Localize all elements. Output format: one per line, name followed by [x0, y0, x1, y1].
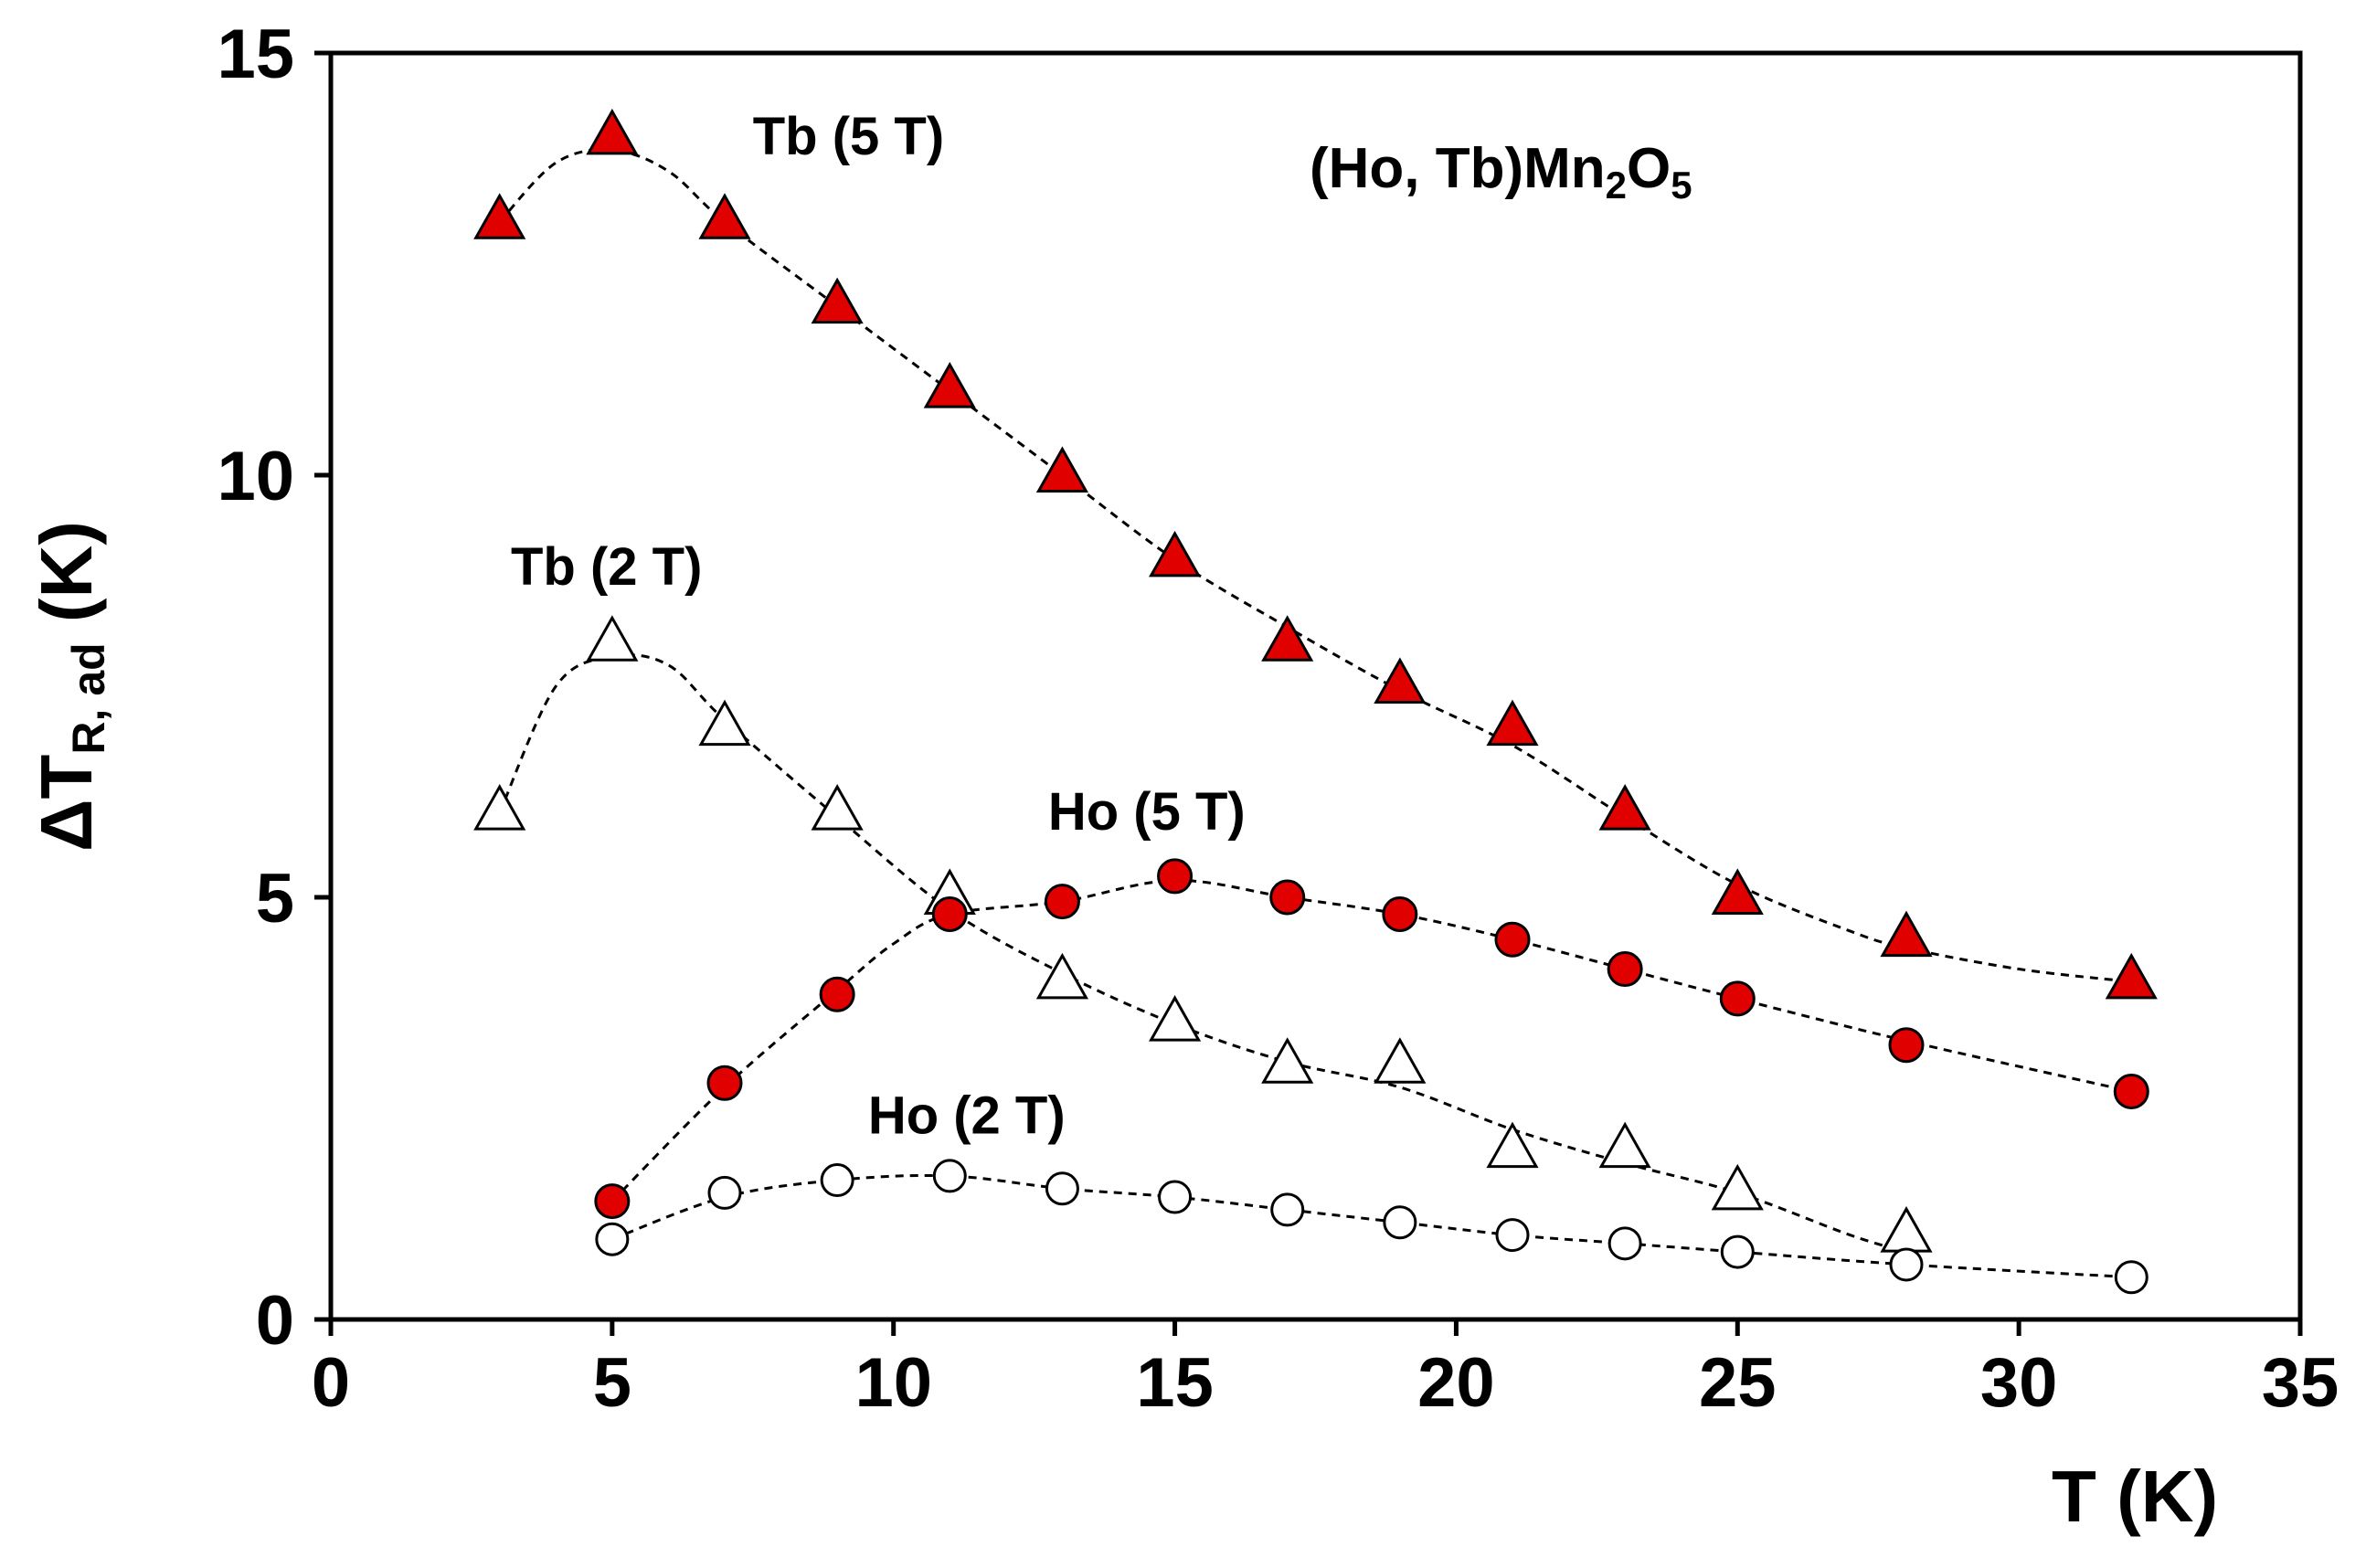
- data-point-ho-5-t: [1157, 858, 1194, 895]
- data-point-tb-2-t: [1486, 1121, 1539, 1169]
- data-point-ho-2-t: [932, 1159, 967, 1193]
- data-point-tb-5-t: [2105, 952, 2158, 1000]
- data-point-tb-5-t: [1486, 699, 1539, 747]
- x-tick-label: 5: [593, 1344, 631, 1422]
- data-point-ho-5-t: [931, 895, 968, 932]
- data-point-tb-5-t: [1711, 868, 1764, 915]
- y-axis-ticks: 0 5 10 15: [217, 16, 331, 1360]
- fit-curves: [498, 148, 2132, 1279]
- data-point-tb-5-t: [698, 193, 751, 239]
- x-tick-label: 30: [1980, 1344, 2058, 1422]
- data-point-tb-5-t: [586, 108, 639, 155]
- data-point-ho-2-t: [1383, 1205, 1417, 1240]
- x-tick-label: 15: [1136, 1344, 1214, 1422]
- data-point-ho-2-t: [1158, 1180, 1193, 1214]
- data-point-tb-2-t: [698, 699, 751, 747]
- series-label-tb-5-t: Tb (5 T): [753, 107, 944, 166]
- data-point-ho-5-t: [594, 1183, 631, 1220]
- x-tick-label: 35: [2262, 1344, 2339, 1422]
- data-point-ho-5-t: [819, 976, 855, 1012]
- data-point-ho-5-t: [1719, 980, 1756, 1017]
- data-point-ho-2-t: [595, 1222, 630, 1256]
- data-point-ho-2-t: [1270, 1192, 1305, 1227]
- data-point-tb-2-t: [1711, 1163, 1764, 1211]
- series-labels: Tb (5 T) Tb (2 T) Ho (5 T) Ho (2 T): [511, 107, 1246, 1146]
- data-point-ho-2-t: [707, 1175, 742, 1210]
- y-tick-label: 10: [217, 438, 294, 515]
- data-point-tb-2-t: [1149, 995, 1202, 1042]
- data-point-tb-2-t: [1035, 952, 1088, 1000]
- data-point-ho-2-t: [820, 1163, 854, 1198]
- data-point-ho-5-t: [1044, 884, 1080, 920]
- y-tick-label: 15: [217, 16, 294, 93]
- data-point-tb-2-t: [1374, 1037, 1427, 1084]
- data-point-tb-5-t: [923, 362, 976, 408]
- data-point-ho-2-t: [2114, 1260, 2148, 1295]
- data-point-ho-2-t: [1607, 1226, 1642, 1261]
- x-axis-title: T (K): [2052, 1456, 2218, 1537]
- data-point-ho-5-t: [1888, 1027, 1925, 1064]
- y-tick-label: 0: [256, 1282, 294, 1360]
- x-tick-label: 25: [1699, 1344, 1777, 1422]
- data-point-tb-5-t: [1374, 657, 1427, 704]
- data-point-tb-5-t: [1035, 446, 1088, 493]
- data-markers: [473, 108, 2158, 1295]
- data-point-tb-2-t: [1598, 1121, 1651, 1169]
- data-point-ho-5-t: [706, 1065, 743, 1101]
- x-tick-label: 20: [1417, 1344, 1495, 1422]
- data-point-ho-2-t: [1495, 1218, 1530, 1253]
- y-axis-title: ΔTR, ad (K): [26, 521, 114, 852]
- data-point-tb-2-t: [1880, 1206, 1933, 1253]
- plot-area-frame: [328, 50, 2303, 1322]
- data-point-tb-5-t: [811, 277, 864, 324]
- data-point-tb-2-t: [811, 784, 864, 831]
- data-point-tb-2-t: [473, 784, 526, 831]
- data-point-tb-5-t: [1261, 615, 1314, 662]
- compound-title: (Ho, Tb)Mn2O5: [1310, 137, 1692, 207]
- data-point-tb-5-t: [473, 193, 526, 239]
- data-point-ho-2-t: [1720, 1234, 1755, 1269]
- data-point-tb-5-t: [1880, 910, 1933, 958]
- data-point-ho-2-t: [1889, 1247, 1924, 1282]
- data-point-tb-2-t: [1261, 1037, 1314, 1084]
- x-tick-label: 0: [312, 1344, 350, 1422]
- x-axis-ticks: 0 5 10 15 20 25 30 35: [312, 1319, 2339, 1422]
- series-label-tb-2-t: Tb (2 T): [511, 537, 702, 597]
- y-tick-label: 5: [256, 860, 294, 938]
- x-tick-label: 10: [854, 1344, 932, 1422]
- data-point-tb-5-t: [1598, 784, 1651, 831]
- data-point-ho-5-t: [1382, 895, 1418, 932]
- series-label-ho-2-t: Ho (2 T): [868, 1086, 1066, 1146]
- fit-curve-tb-2-t: [498, 653, 1907, 1254]
- data-point-ho-5-t: [2113, 1074, 2149, 1110]
- fit-curve-tb-5-t: [498, 148, 2132, 983]
- data-point-ho-5-t: [1269, 879, 1306, 916]
- data-point-ho-5-t: [1494, 921, 1531, 958]
- data-point-tb-2-t: [586, 615, 639, 662]
- data-point-ho-5-t: [1607, 951, 1643, 988]
- data-point-ho-2-t: [1045, 1171, 1079, 1206]
- series-label-ho-5-t: Ho (5 T): [1048, 782, 1246, 842]
- data-point-tb-5-t: [1149, 530, 1202, 577]
